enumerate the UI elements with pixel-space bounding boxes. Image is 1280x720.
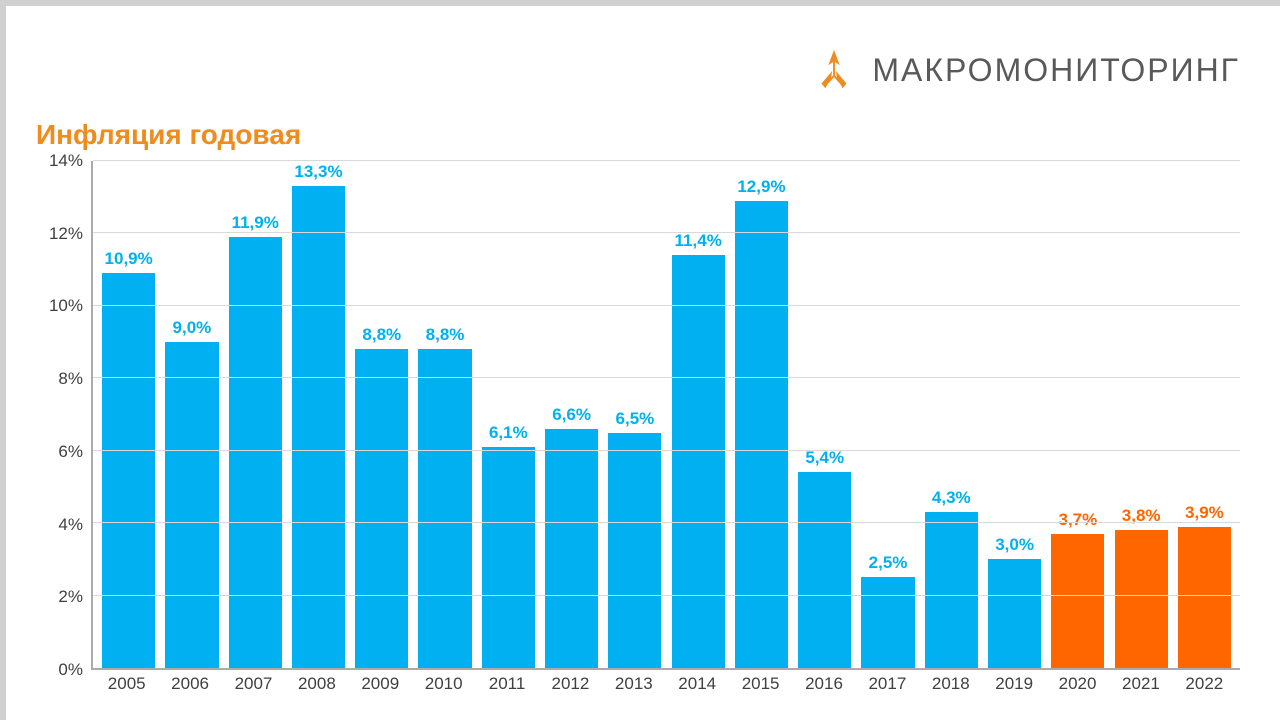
grid-line <box>93 232 1240 233</box>
bar-slot: 12,9% <box>730 161 793 668</box>
x-tick: 2012 <box>539 670 602 700</box>
bar-value-label: 3,9% <box>1185 503 1224 523</box>
bar-value-label: 9,0% <box>173 318 212 338</box>
bar-value-label: 4,3% <box>932 488 971 508</box>
bar-value-label: 3,8% <box>1122 506 1161 526</box>
header: МАКРОМОНИТОРИНГ <box>36 46 1240 94</box>
x-tick: 2019 <box>982 670 1045 700</box>
bar-value-label: 12,9% <box>737 177 785 197</box>
bar-value-label: 11,4% <box>675 231 722 251</box>
bar-slot: 3,8% <box>1110 161 1173 668</box>
x-tick: 2021 <box>1109 670 1172 700</box>
bar-slot: 3,7% <box>1046 161 1109 668</box>
bar-slot: 5,4% <box>793 161 856 668</box>
x-tick: 2006 <box>158 670 221 700</box>
bar-slot: 6,6% <box>540 161 603 668</box>
bar-value-label: 3,7% <box>1058 510 1097 530</box>
bar: 8,8% <box>355 349 408 668</box>
bar: 10,9% <box>102 273 155 668</box>
brand-name: МАКРОМОНИТОРИНГ <box>872 52 1240 89</box>
bar-slot: 6,1% <box>477 161 540 668</box>
plot-area: 10,9%9,0%11,9%13,3%8,8%8,8%6,1%6,6%6,5%1… <box>91 161 1240 670</box>
grid-line <box>93 450 1240 451</box>
logo-icon <box>810 46 858 94</box>
bar-value-label: 2,5% <box>869 553 908 573</box>
bar-slot: 6,5% <box>603 161 666 668</box>
bar: 8,8% <box>418 349 471 668</box>
x-tick: 2016 <box>792 670 855 700</box>
bar-slot: 8,8% <box>413 161 476 668</box>
bar-value-label: 11,9% <box>232 213 279 233</box>
y-tick: 0% <box>58 660 83 680</box>
bar: 4,3% <box>925 512 978 668</box>
bar-value-label: 8,8% <box>362 325 401 345</box>
grid-line <box>93 595 1240 596</box>
bar: 5,4% <box>798 472 851 668</box>
x-tick: 2015 <box>729 670 792 700</box>
x-tick: 2005 <box>95 670 158 700</box>
x-tick: 2013 <box>602 670 665 700</box>
bar: 12,9% <box>735 201 788 668</box>
x-tick: 2011 <box>475 670 538 700</box>
bar: 3,9% <box>1178 527 1231 668</box>
x-tick: 2014 <box>666 670 729 700</box>
grid-line <box>93 377 1240 378</box>
bar-value-label: 6,6% <box>552 405 591 425</box>
x-axis: 2005200620072008200920102011201220132014… <box>91 670 1240 700</box>
bar-slot: 10,9% <box>97 161 160 668</box>
bar: 9,0% <box>165 342 218 668</box>
x-tick: 2008 <box>285 670 348 700</box>
x-tick: 2017 <box>856 670 919 700</box>
bar: 13,3% <box>292 186 345 668</box>
bar: 3,0% <box>988 559 1041 668</box>
y-axis: 0%2%4%6%8%10%12%14% <box>36 161 91 670</box>
bar-slot: 13,3% <box>287 161 350 668</box>
bar-slot: 8,8% <box>350 161 413 668</box>
bar: 3,8% <box>1115 530 1168 668</box>
page: МАКРОМОНИТОРИНГ Инфляция годовая 0% 2% 4% 6… <box>0 0 1280 720</box>
bar-value-label: 13,3% <box>294 162 342 182</box>
chart-title: Инфляция годовая <box>36 119 1240 151</box>
x-tick: 2022 <box>1173 670 1236 700</box>
bar: 11,9% <box>229 237 282 668</box>
bar-value-label: 10,9% <box>105 249 153 269</box>
y-tick: 8% <box>58 369 83 389</box>
bar-value-label: 8,8% <box>426 325 465 345</box>
bar-value-label: 5,4% <box>805 448 844 468</box>
x-tick: 2010 <box>412 670 475 700</box>
bar-slot: 4,3% <box>920 161 983 668</box>
x-tick: 2009 <box>349 670 412 700</box>
bar-slot: 11,9% <box>224 161 287 668</box>
y-tick: 2% <box>58 587 83 607</box>
y-tick: 10% <box>49 296 83 316</box>
bar: 6,1% <box>482 447 535 668</box>
x-tick: 2007 <box>222 670 285 700</box>
bar: 6,6% <box>545 429 598 668</box>
bar-value-label: 6,5% <box>616 409 655 429</box>
y-tick: 6% <box>58 442 83 462</box>
bar-slot: 9,0% <box>160 161 223 668</box>
bar-slot: 3,0% <box>983 161 1046 668</box>
x-tick: 2020 <box>1046 670 1109 700</box>
bar-value-label: 3,0% <box>995 535 1034 555</box>
y-tick: 14% <box>49 151 83 171</box>
grid-line <box>93 522 1240 523</box>
bar: 2,5% <box>861 577 914 668</box>
bars-container: 10,9%9,0%11,9%13,3%8,8%8,8%6,1%6,6%6,5%1… <box>93 161 1240 668</box>
bar-slot: 2,5% <box>856 161 919 668</box>
grid-line <box>93 305 1240 306</box>
y-tick: 4% <box>58 515 83 535</box>
y-tick: 12% <box>49 224 83 244</box>
logo: МАКРОМОНИТОРИНГ <box>810 46 1240 94</box>
bar: 11,4% <box>672 255 725 668</box>
x-tick: 2018 <box>919 670 982 700</box>
bar: 6,5% <box>608 433 661 668</box>
bar-slot: 3,9% <box>1173 161 1236 668</box>
inflation-chart: 0%2%4%6%8%10%12%14% 10,9%9,0%11,9%13,3%8… <box>36 161 1240 700</box>
bar: 3,7% <box>1051 534 1104 668</box>
bar-value-label: 6,1% <box>489 423 528 443</box>
bar-slot: 11,4% <box>667 161 730 668</box>
grid-line <box>93 160 1240 161</box>
